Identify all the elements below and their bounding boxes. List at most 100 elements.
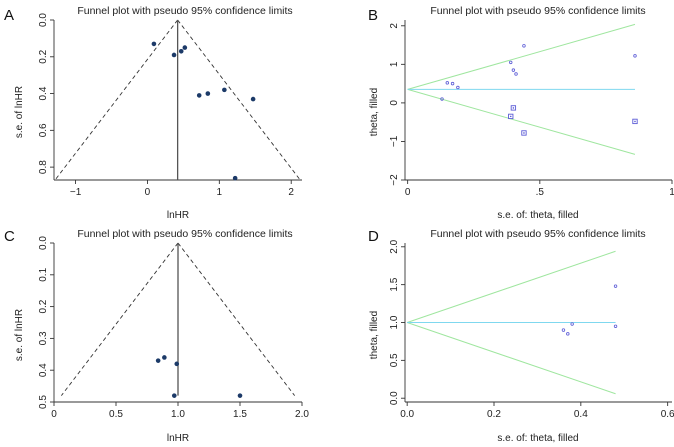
panel-c-study-point bbox=[171, 393, 177, 398]
panel-d-observed-study-point bbox=[613, 324, 618, 328]
panel-b-observed-study-point bbox=[456, 85, 460, 90]
panel-d-upper-pseudo-limit bbox=[407, 250, 616, 323]
panel-a-x-tick-label: −1 bbox=[70, 187, 82, 198]
panel-a-study-point bbox=[182, 45, 188, 50]
panel-d-observed-study-point bbox=[566, 332, 570, 336]
panel-a-title: Funnel plot with pseudo 95% confidence l… bbox=[77, 5, 292, 17]
panel-b-filled-study-point bbox=[634, 120, 636, 123]
panel-b: B Funnel plot with pseudo 95% confidence… bbox=[368, 5, 674, 221]
panel-c: C Funnel plot with pseudo 95% confidence… bbox=[4, 228, 309, 444]
panel-a-study-point bbox=[232, 175, 238, 181]
panel-d-observed-study-point bbox=[570, 322, 574, 326]
panel-c-x-tick-label: 2.0 bbox=[295, 409, 309, 420]
panel-a-x-tick-label: 0 bbox=[145, 187, 151, 198]
panel-d: D Funnel plot with pseudo 95% confidence… bbox=[368, 228, 674, 444]
panel-b-observed-study-point bbox=[511, 68, 516, 72]
panel-d-observed-study-point bbox=[561, 328, 566, 332]
panel-b-observed-study-point bbox=[633, 54, 637, 58]
panel-d-title: Funnel plot with pseudo 95% confidence l… bbox=[430, 228, 645, 240]
panel-a-study-point bbox=[171, 52, 177, 58]
panel-a-study-point bbox=[205, 91, 211, 96]
panel-a-study-point bbox=[222, 87, 227, 93]
panel-b-y-tick-label: 2 bbox=[389, 23, 400, 29]
panel-b-observed-study-point bbox=[514, 72, 518, 76]
panel-a-lower-confidence-limit bbox=[54, 19, 178, 181]
panel-b-x-tick-label: .5 bbox=[536, 187, 545, 198]
panel-b-observed-study-point bbox=[509, 60, 513, 65]
panel-c-study-point bbox=[162, 355, 167, 360]
panel-c-y-tick-label: 0.1 bbox=[38, 267, 49, 281]
panel-c-x-tick-label: 1.0 bbox=[171, 409, 185, 420]
panel-d-x-tick-label: 0.2 bbox=[487, 409, 501, 420]
panel-b-y-tick-label: 0 bbox=[389, 100, 400, 106]
panel-a-y-tick-label: 0.0 bbox=[38, 13, 49, 27]
panel-d-x-tick-label: 0.0 bbox=[400, 409, 414, 420]
panel-c-title: Funnel plot with pseudo 95% confidence l… bbox=[77, 228, 292, 240]
panel-c-y-tick-label: 0.4 bbox=[38, 363, 49, 377]
panel-a-y-axis-label: s.e. of lnHR bbox=[14, 86, 25, 138]
panel-d-x-tick-label: 0.6 bbox=[661, 409, 674, 420]
panel-a-study-point bbox=[196, 93, 202, 98]
panel-b-filled-study-square bbox=[508, 113, 514, 120]
panel-a-y-tick-label: 0.4 bbox=[38, 86, 49, 100]
panel-b-y-tick-label: −1 bbox=[389, 135, 400, 147]
panel-b-observed-study-point bbox=[440, 97, 444, 101]
panel-c-study-point bbox=[237, 393, 243, 398]
panel-b-filled-study-square bbox=[521, 130, 527, 136]
panel-d-lower-pseudo-limit bbox=[407, 322, 616, 395]
panel-a-x-axis-label: lnHR bbox=[167, 210, 189, 221]
panel-b-observed-study-point bbox=[450, 81, 455, 86]
panel-letter-b: B bbox=[368, 7, 378, 24]
panel-c-study-point bbox=[174, 361, 180, 367]
panel-b-observed-study-point bbox=[445, 81, 449, 85]
panel-c-lower-confidence-limit bbox=[60, 242, 179, 396]
panel-b-y-tick-label: 1 bbox=[389, 61, 400, 67]
panel-d-y-tick-label: 2.0 bbox=[389, 239, 400, 253]
panel-b-filled-study-point bbox=[512, 107, 515, 109]
panel-d-y-tick-label: 0.5 bbox=[389, 353, 400, 367]
panel-d-y-tick-label: 0.0 bbox=[389, 391, 400, 405]
panel-c-y-tick-label: 0.2 bbox=[38, 299, 49, 313]
panel-a-x-tick-label: 1 bbox=[217, 187, 223, 198]
panel-letter-d: D bbox=[368, 228, 379, 245]
panel-d-observed-study-point bbox=[613, 284, 618, 288]
panel-c-y-tick-label: 0.3 bbox=[38, 331, 49, 345]
panel-c-x-axis-label: lnHR bbox=[167, 433, 189, 444]
panel-b-filled-study-square bbox=[632, 118, 638, 125]
panel-b-x-axis-label: s.e. of: theta, filled bbox=[497, 210, 578, 221]
panel-b-filled-study-square bbox=[510, 105, 517, 111]
panel-b-y-axis-label: theta, filled bbox=[369, 88, 380, 136]
panel-b-filled-study-point bbox=[523, 132, 525, 134]
panel-b-lower-pseudo-limit bbox=[407, 88, 636, 155]
panel-b-filled-study-point bbox=[509, 115, 512, 118]
panel-c-x-tick-label: 0.5 bbox=[109, 409, 123, 420]
panel-b-x-tick-label: 0 bbox=[405, 187, 411, 198]
panel-d-y-tick-label: 1.0 bbox=[389, 315, 400, 329]
panel-b-title: Funnel plot with pseudo 95% confidence l… bbox=[430, 5, 645, 17]
panel-c-y-tick-label: 0.5 bbox=[38, 395, 49, 409]
panel-c-y-axis-label: s.e. of lnHR bbox=[14, 309, 25, 361]
panel-d-x-tick-label: 0.4 bbox=[574, 409, 588, 420]
panel-a-y-tick-label: 0.2 bbox=[38, 49, 49, 63]
panel-a-y-tick-label: 0.6 bbox=[38, 123, 49, 137]
panel-d-y-axis-label: theta, filled bbox=[369, 311, 380, 359]
panel-d-x-axis-label: s.e. of: theta, filled bbox=[497, 433, 578, 444]
panel-c-study-point bbox=[155, 358, 161, 363]
panel-c-upper-confidence-limit bbox=[177, 242, 296, 396]
panel-b-x-tick-label: 1 bbox=[669, 187, 674, 198]
panel-c-y-tick-label: 0.0 bbox=[38, 236, 49, 250]
panel-b-observed-study-point bbox=[522, 44, 526, 48]
panel-d-y-tick-label: 1.5 bbox=[389, 277, 400, 291]
panel-a-x-tick-label: 2 bbox=[288, 187, 294, 198]
panel-b-y-tick-label: −2 bbox=[389, 174, 400, 186]
panel-letter-c: C bbox=[4, 228, 15, 245]
panel-a-study-point bbox=[151, 41, 157, 47]
panel-c-x-tick-label: 1.5 bbox=[233, 409, 247, 420]
panel-b-upper-pseudo-limit bbox=[407, 23, 636, 90]
panel-a-study-point bbox=[250, 96, 256, 102]
panel-c-x-tick-label: 0 bbox=[51, 409, 57, 420]
panel-a-study-point bbox=[178, 48, 184, 54]
panel-a-upper-confidence-limit bbox=[177, 19, 301, 181]
panel-a: A Funnel plot with pseudo 95% confidence… bbox=[4, 5, 302, 221]
